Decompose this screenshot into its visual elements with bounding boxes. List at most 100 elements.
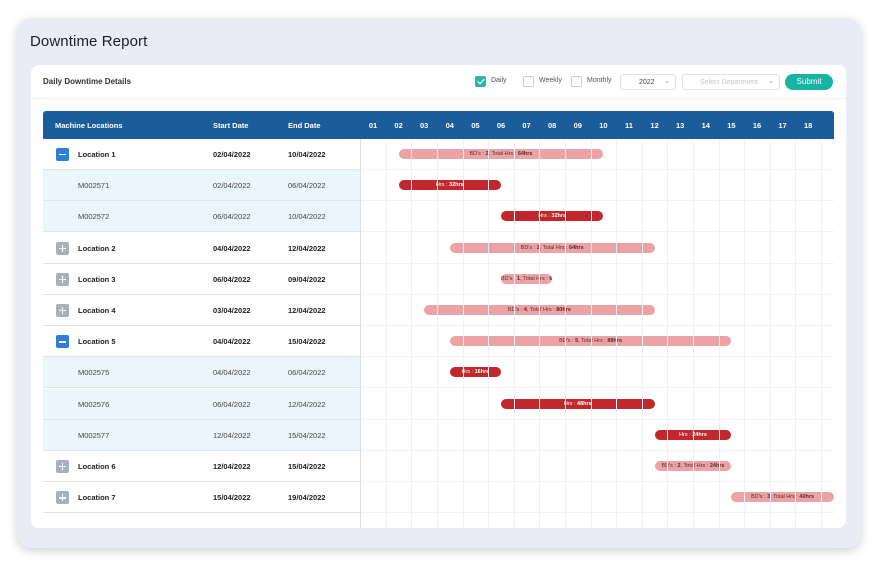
machine-downtime-bar[interactable]: Hrs : 48hrs	[501, 398, 655, 409]
row-start-date: 02/04/2022	[213, 150, 251, 159]
bar-value: 64hrs	[569, 244, 584, 251]
row-start-date: 06/04/2022	[213, 274, 251, 284]
gantt-track: Hrs : 32hrs	[360, 170, 834, 202]
bar-label: Hrs :	[538, 213, 552, 220]
row-end-date: 19/04/2022	[288, 493, 326, 503]
bar-value: 4	[523, 307, 527, 313]
bar-value: 1	[517, 275, 521, 282]
day-header: 09	[573, 121, 582, 130]
day-gridline	[565, 139, 566, 528]
row-end-date: 12/04/2022	[288, 306, 326, 315]
day-header: 15	[727, 121, 736, 130]
row-start-date: 04/04/2022	[213, 243, 251, 253]
location-row: Location 1 02/04/2022 10/04/2022 BD's : 2, …	[43, 139, 834, 170]
row-end-date: 15/04/2022	[288, 430, 326, 440]
bar-label: , Total Hrs :	[770, 494, 800, 501]
monthly-checkbox[interactable]	[571, 76, 582, 87]
bar-label: , Total Hrs :	[488, 151, 518, 157]
row-name: Location 5	[78, 337, 116, 347]
summary-downtime-bar[interactable]: BD's : 2, Total Hrs : 64hrs	[449, 242, 655, 253]
submit-button[interactable]: Submit	[785, 74, 833, 90]
day-header: 17	[778, 121, 787, 130]
row-start-date: 06/04/2022	[213, 212, 251, 222]
summary-downtime-bar[interactable]: BD's : 2, Total Hrs : 24hrs	[654, 461, 732, 471]
expand-icon[interactable]	[56, 460, 69, 473]
bar-value: 2	[486, 151, 489, 157]
day-gridline	[667, 139, 668, 528]
gantt-track: Hrs : 32hrs	[360, 201, 834, 233]
row-start-date: 04/04/2022	[213, 368, 251, 378]
day-header: 04	[445, 121, 454, 130]
daily-checkbox[interactable]	[475, 76, 486, 87]
machine-downtime-bar[interactable]: Hrs : 16hrs	[449, 367, 501, 378]
row-start-date: 15/04/2022	[213, 493, 251, 503]
machine-row: M002576 06/04/2022 12/04/2022 Hrs : 48hrs	[43, 388, 834, 420]
summary-downtime-bar[interactable]: BD's : 3, Total Hrs : 40hrs	[731, 492, 834, 503]
bar-value: 24hrs	[709, 463, 725, 469]
day-header: 02	[394, 121, 403, 130]
machine-downtime-bar[interactable]: Hrs : 32hrs	[398, 180, 501, 191]
day-gridline	[514, 139, 515, 528]
day-header: 12	[650, 121, 659, 130]
bar-value: 48hrs	[577, 400, 592, 407]
row-end-date: 09/04/2022	[288, 274, 326, 284]
collapse-icon[interactable]	[56, 335, 69, 349]
gantt-track: Hrs : 24hrs	[360, 420, 834, 451]
bar-label: Hrs :	[435, 182, 450, 189]
bar-value: 64hrs	[517, 151, 533, 157]
gantt-track: BD's : 5, Total Hrs : 88hrs	[360, 326, 834, 358]
day-header: 13	[676, 121, 685, 130]
day-gridline	[744, 139, 745, 528]
row-info: M002575 04/04/2022 06/04/2022	[43, 357, 360, 389]
day-header: 03	[420, 121, 429, 130]
bar-value: 2	[537, 245, 540, 251]
bar-label: , Total Hrs :	[680, 463, 710, 469]
bar-value: 88hrs	[607, 338, 623, 345]
summary-downtime-bar[interactable]: BD's : 5, Total Hrs : 88hrs	[449, 336, 732, 347]
bar-label: Hrs :	[679, 431, 693, 438]
summary-downtime-bar[interactable]: BD's : 1, Total Hrs : 6hrs	[501, 273, 553, 284]
day-gridline	[488, 139, 489, 528]
page-title: Downtime Report	[30, 33, 148, 50]
weekly-checkbox[interactable]	[523, 76, 534, 87]
bar-label: BD's :	[559, 338, 576, 345]
day-header: 14	[701, 121, 710, 130]
day-gridline	[719, 139, 720, 528]
expand-icon[interactable]	[56, 272, 69, 286]
bar-label: , Total Hrs :	[526, 307, 557, 313]
bar-label: BD's :	[507, 307, 524, 313]
bar-label: BD's :	[751, 494, 768, 501]
bar-label: Hrs :	[461, 369, 475, 376]
weekly-label: Weekly	[539, 77, 562, 84]
department-placeholder: Select Department	[700, 79, 758, 86]
year-select[interactable]: 2022 ⌄	[620, 74, 676, 90]
machine-downtime-bar[interactable]: Hrs : 24hrs	[654, 429, 732, 440]
expand-icon[interactable]	[56, 241, 69, 255]
summary-downtime-bar[interactable]: BD's : 2, Total Hrs : 64hrs	[398, 149, 604, 159]
expand-icon[interactable]	[56, 304, 69, 317]
bar-label: Hrs :	[563, 400, 578, 407]
location-row: Location 2 04/04/2022 12/04/2022 BD's : 2, …	[43, 232, 834, 264]
row-start-date: 06/04/2022	[213, 399, 251, 409]
machine-downtime-bar[interactable]: Hrs : 32hrs	[501, 211, 604, 222]
department-select[interactable]: Select Department ⌄	[682, 74, 780, 90]
row-start-date: 04/04/2022	[213, 337, 251, 347]
bar-value: 5	[575, 338, 579, 345]
row-info: Location 5 04/04/2022 15/04/2022	[43, 326, 360, 358]
filter-toolbar: Daily Downtime Details Daily Weekly Mont…	[31, 65, 846, 99]
row-start-date: 12/04/2022	[213, 430, 251, 440]
day-gridline	[386, 139, 387, 528]
row-info: M002571 02/04/2022 06/04/2022	[43, 170, 360, 202]
day-gridline	[411, 139, 412, 528]
day-header: 07	[522, 121, 531, 130]
day-gridline	[795, 139, 796, 528]
bar-value: 24hrs	[692, 431, 707, 438]
collapse-icon[interactable]	[56, 148, 69, 161]
day-header: 08	[548, 121, 557, 130]
column-divider	[360, 139, 361, 528]
day-header: 11	[625, 121, 633, 130]
bar-label: BD's :	[501, 275, 518, 282]
expand-icon[interactable]	[56, 491, 69, 505]
day-gridline	[591, 139, 592, 528]
row-info: Location 6 12/04/2022 15/04/2022	[43, 451, 360, 482]
